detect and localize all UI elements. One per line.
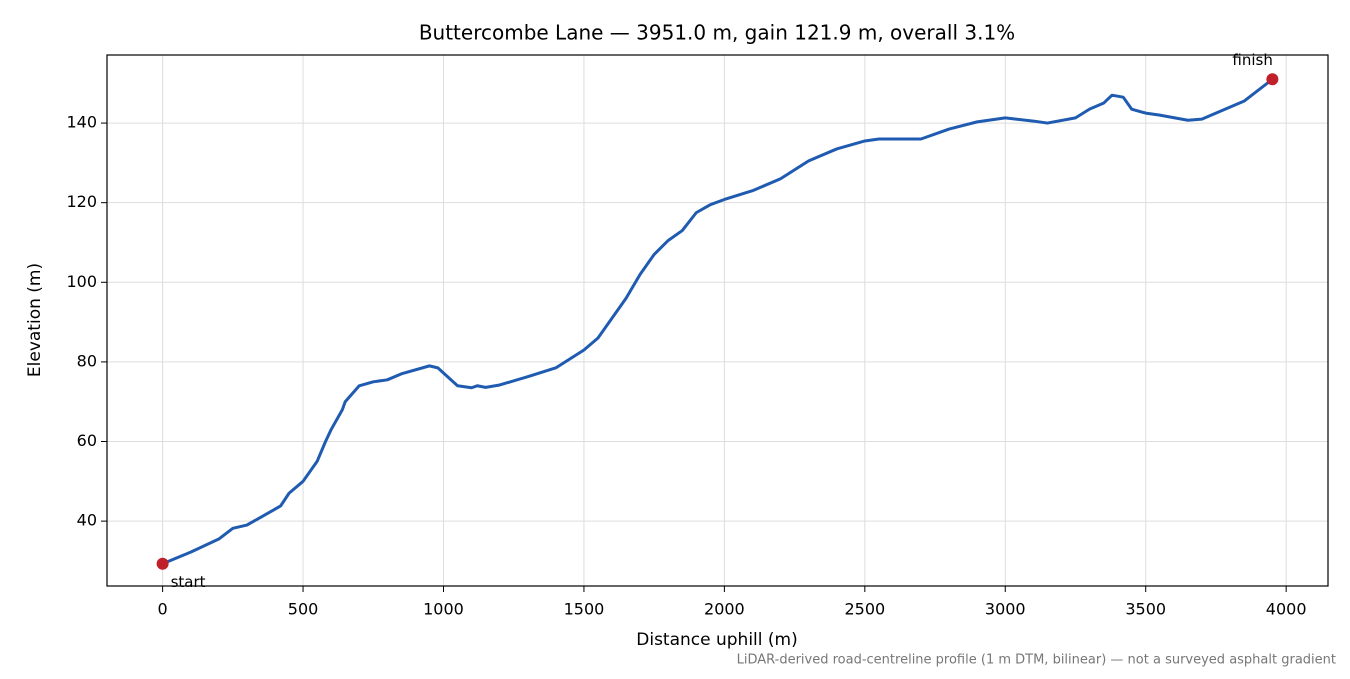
chart-title: Buttercombe Lane — 3951.0 m, gain 121.9 … [419, 21, 1015, 45]
y-tick-label: 80 [77, 351, 97, 370]
y-tick-label: 60 [77, 431, 97, 450]
y-tick-label: 100 [66, 272, 97, 291]
y-axis-label: Elevation (m) [25, 263, 45, 377]
x-tick-label: 2000 [704, 600, 745, 619]
x-tick-label: 2500 [844, 600, 885, 619]
x-tick-label: 0 [158, 600, 168, 619]
x-tick-label: 3500 [1125, 600, 1166, 619]
endpoint-marker [156, 557, 169, 570]
x-tick-label: 500 [288, 600, 319, 619]
endpoint-label: finish [1232, 51, 1272, 69]
y-tick-label: 140 [66, 113, 97, 132]
profile-line [162, 78, 1274, 566]
endpoint-label: start [171, 573, 206, 591]
x-tick-label: 1000 [423, 600, 464, 619]
x-axis-label: Distance uphill (m) [636, 630, 797, 650]
y-tick-label: 40 [77, 511, 97, 530]
x-tick-label: 3000 [985, 600, 1026, 619]
x-tick-label: 4000 [1266, 600, 1307, 619]
footnote: LiDAR-derived road-centreline profile (1… [737, 653, 1336, 668]
plot-frame [106, 54, 1329, 587]
endpoint-marker [1266, 73, 1279, 86]
x-tick-label: 1500 [564, 600, 605, 619]
y-tick-label: 120 [66, 192, 97, 211]
